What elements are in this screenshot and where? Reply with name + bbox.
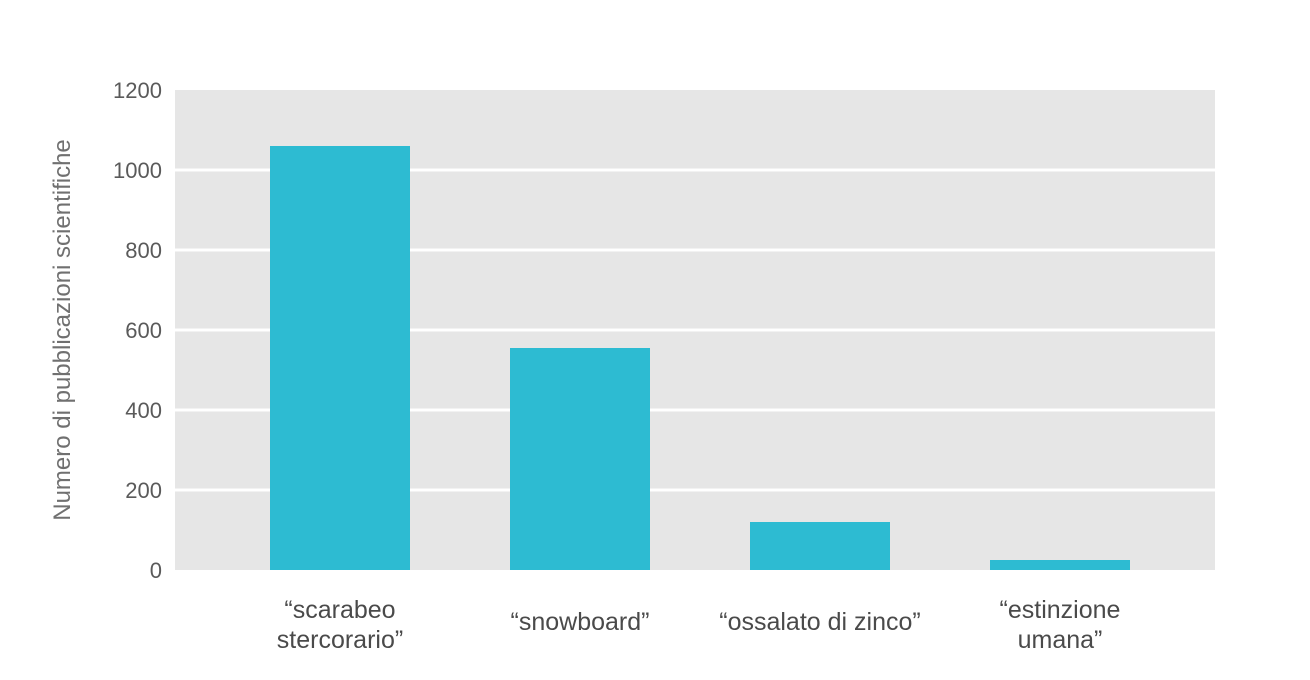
bar [750,522,890,570]
bar [270,146,410,570]
y-tick-label: 1000 [113,158,162,183]
x-category-label: “estinzione [1000,596,1121,624]
x-category-label: “scarabeo [284,596,395,624]
y-axis-label: Numero di pubblicazioni scientifiche [49,139,76,521]
x-category-label: umana” [1018,626,1103,654]
y-tick-label: 0 [150,558,162,583]
bars [270,146,1130,570]
bar [990,560,1130,570]
x-category-label: “snowboard” [511,608,650,636]
bar [510,348,650,570]
y-tick-label: 800 [125,238,162,263]
y-tick-label: 600 [125,318,162,343]
y-tick-label: 200 [125,478,162,503]
x-category-label: “ossalato di zinco” [719,608,920,636]
y-tick-label: 1200 [113,78,162,103]
y-tick-label: 400 [125,398,162,423]
y-tick-labels: 0 200 400 600 800 1000 1200 [113,78,162,583]
x-category-label: stercorario” [277,626,403,654]
